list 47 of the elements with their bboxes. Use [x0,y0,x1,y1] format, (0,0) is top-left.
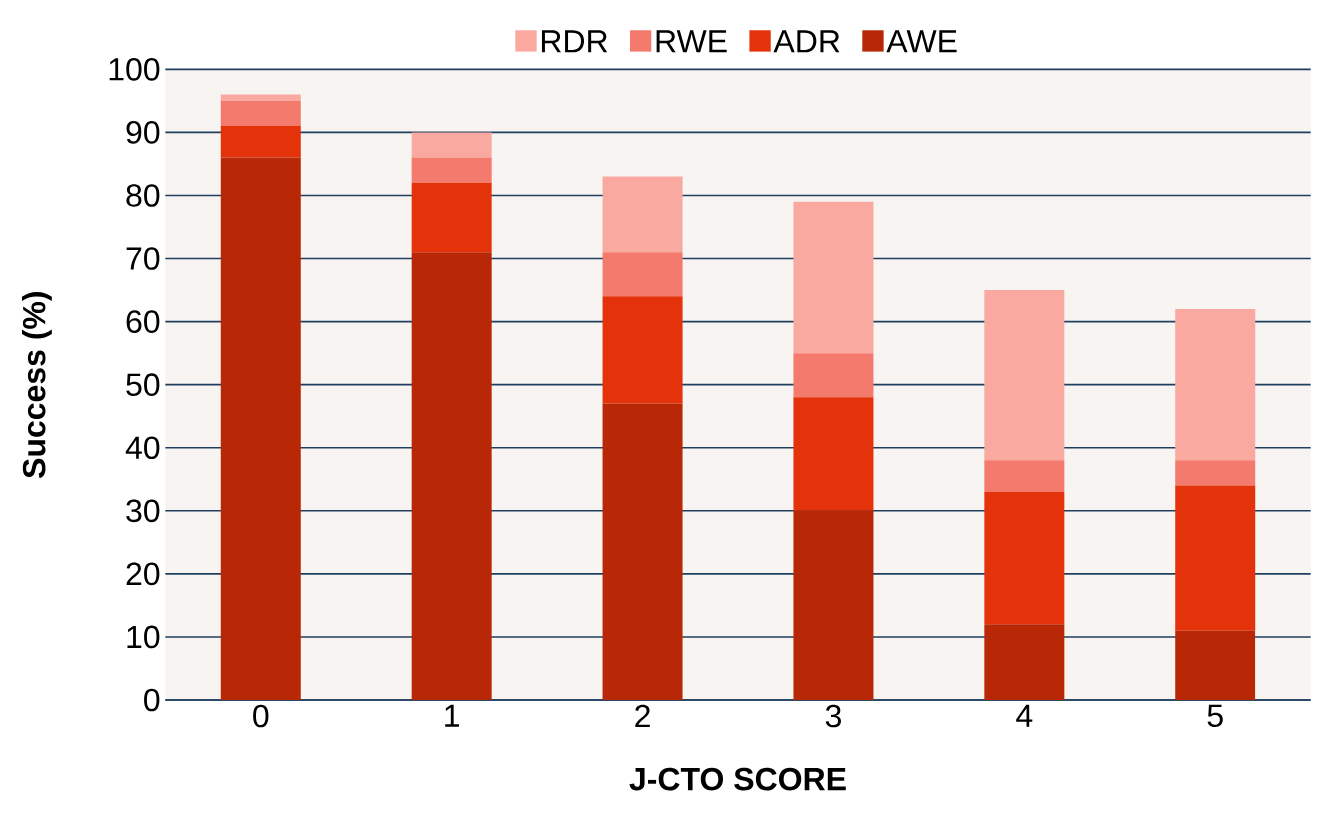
bar [220,94,301,101]
y-tick-label: 50 [126,373,160,396]
x-tick-label: 1 [445,704,459,727]
x-tick-label: 5 [1207,704,1223,728]
x-tick-label: 2 [635,704,650,728]
bar [793,510,874,700]
y-tick-label: 60 [126,310,160,333]
bar [220,157,301,700]
y-axis-title: Success (%) [21,292,52,479]
bar [1175,485,1256,631]
bar [220,100,301,127]
bar [793,397,874,511]
bar [984,624,1065,700]
x-tick-label: 3 [825,704,841,728]
bar [602,176,683,253]
bar [1175,308,1256,461]
y-tick-label: 80 [126,184,160,207]
y-tick-label: 20 [126,562,160,586]
bar [984,491,1065,625]
bar [411,252,492,700]
legend-label: RWE [656,30,727,53]
bar [220,126,301,158]
legend-label: AWE [886,30,957,53]
y-tick-label: 40 [125,436,160,460]
bar [793,353,874,398]
legend-label: ADR [773,30,840,53]
legend-label: RDR [541,30,608,53]
bar [602,252,683,297]
x-tick-label: 4 [1016,704,1033,727]
bar [984,290,1065,461]
y-tick-label: 90 [126,121,160,144]
x-axis-title: J-CTO SCORE [629,767,846,791]
x-tick-label: 0 [253,704,269,728]
bar [984,460,1065,492]
bar [1175,460,1256,486]
bar [602,403,683,700]
bar [411,182,492,253]
bar [411,157,492,183]
y-tick-label: 10 [127,625,160,649]
y-tick-label: 30 [126,499,160,523]
y-tick-label: 70 [126,247,160,270]
bar [602,296,683,404]
y-tick-label: 0 [144,688,160,712]
bar [1175,630,1256,700]
bar [793,201,874,354]
bar [411,132,492,158]
y-tick-label: 100 [109,58,160,81]
